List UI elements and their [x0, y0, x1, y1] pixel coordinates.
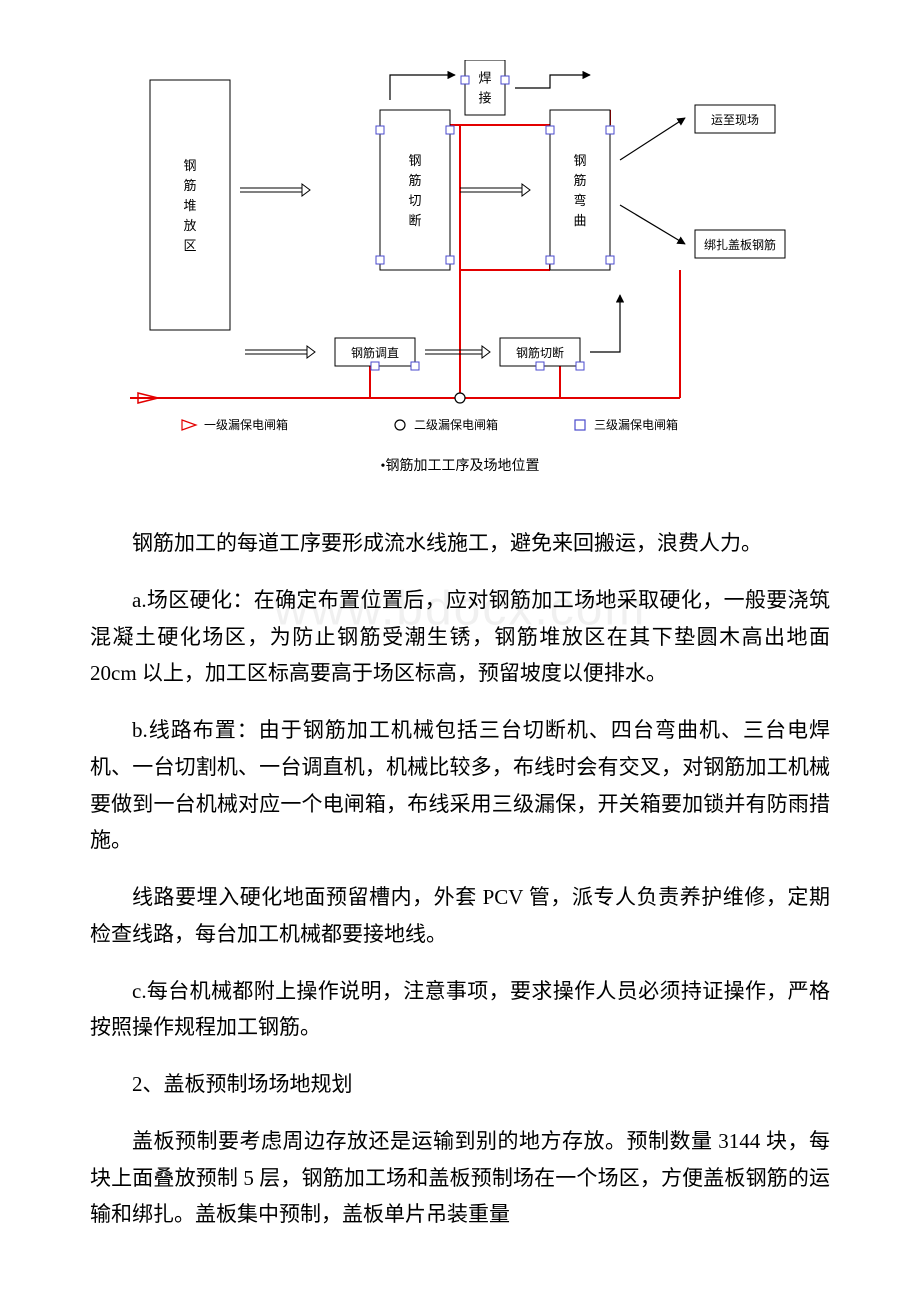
svg-text:钢筋切断: 钢筋切断 [516, 345, 564, 360]
svg-text:区: 区 [183, 238, 196, 253]
svg-text:三级漏保电闸箱: 三级漏保电闸箱 [594, 417, 678, 432]
svg-text:筋: 筋 [183, 178, 196, 193]
diagram-caption: •钢筋加工工序及场地位置 [90, 455, 830, 475]
paragraph-intro: 钢筋加工的每道工序要形成流水线施工，避免来回搬运，浪费人力。 [90, 525, 830, 562]
svg-text:曲: 曲 [573, 213, 586, 228]
paragraph-a: a.场区硬化：在确定布置位置后，应对钢筋加工场地采取硬化，一般要浇筑混凝土硬化场… [90, 582, 830, 692]
svg-text:钢筋调直: 钢筋调直 [351, 345, 399, 360]
svg-text:二级漏保电闸箱: 二级漏保电闸箱 [414, 417, 498, 432]
svg-text:筋: 筋 [573, 173, 586, 188]
paragraph-wiring: 线路要埋入硬化地面预留槽内，外套 PCV 管，派专人负责养护维修，定期检查线路，… [90, 879, 830, 953]
svg-text:切: 切 [408, 193, 421, 208]
svg-text:绑扎盖板钢筋: 绑扎盖板钢筋 [704, 237, 776, 252]
svg-text:运至现场: 运至现场 [711, 113, 759, 127]
paragraph-c: c.每台机械都附上操作说明，注意事项，要求操作人员必须持证操作，严格按照操作规程… [90, 973, 830, 1047]
paragraph-b: b.线路布置：由于钢筋加工机械包括三台切断机、四台弯曲机、三台电焊机、一台切割机… [90, 712, 830, 859]
svg-text:钢: 钢 [408, 153, 421, 168]
svg-text:接: 接 [478, 91, 491, 106]
section-heading-2: 2、盖板预制场场地规划 [90, 1066, 830, 1103]
svg-text:断: 断 [408, 213, 421, 228]
svg-text:钢: 钢 [573, 153, 586, 168]
svg-text:弯: 弯 [573, 193, 586, 208]
process-diagram: 钢筋堆放区钢筋切断钢筋弯曲焊接钢筋调直钢筋切断运至现场绑扎盖板钢筋一级漏保电闸箱… [120, 60, 800, 445]
svg-text:堆: 堆 [183, 198, 196, 213]
watermark-layer: 钢筋加工的每道工序要形成流水线施工，避免来回搬运，浪费人力。 a.场区硬化：在确… [90, 525, 830, 692]
svg-text:放: 放 [183, 218, 196, 233]
paragraph-prefab: 盖板预制要考虑周边存放还是运输到别的地方存放。预制数量 3144 块，每块上面叠… [90, 1123, 830, 1233]
svg-text:一级漏保电闸箱: 一级漏保电闸箱 [204, 417, 288, 432]
svg-text:筋: 筋 [408, 173, 421, 188]
svg-text:钢: 钢 [183, 158, 196, 173]
svg-text:焊: 焊 [478, 71, 491, 86]
